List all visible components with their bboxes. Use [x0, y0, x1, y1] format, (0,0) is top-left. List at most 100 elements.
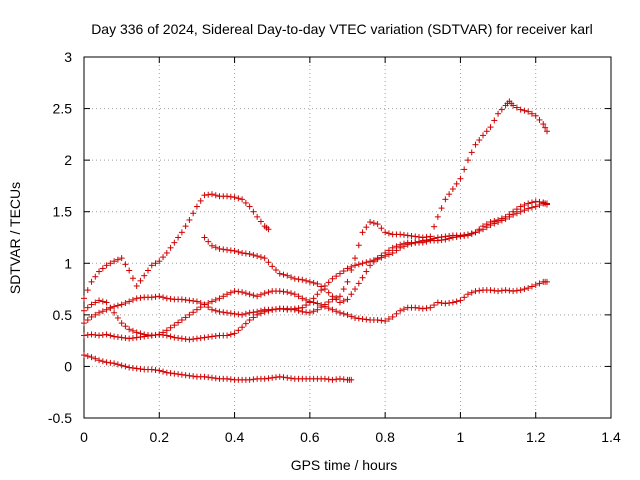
data-point [333, 308, 340, 315]
data-point [118, 362, 125, 369]
data-point [419, 239, 426, 246]
chart-title: Day 336 of 2024, Sidereal Day-to-day VTE… [91, 21, 593, 37]
data-point [446, 235, 453, 242]
data-point [224, 246, 231, 253]
data-point [472, 288, 479, 295]
data-point [111, 309, 118, 316]
data-point [340, 376, 347, 383]
data-point [495, 110, 502, 117]
data-point [118, 334, 125, 341]
data-point [269, 374, 276, 381]
data-point [284, 305, 291, 312]
data-point [129, 327, 136, 334]
data-point [340, 310, 347, 317]
data-point [224, 193, 231, 200]
data-point [84, 304, 91, 311]
data-point [175, 319, 182, 326]
y-tick-label: 3 [64, 49, 72, 65]
data-point [220, 309, 227, 316]
data-point [160, 294, 167, 301]
series-sat-d [81, 98, 551, 343]
data-point [472, 229, 479, 236]
data-point [96, 268, 103, 275]
data-point [318, 304, 325, 311]
data-point [510, 102, 517, 109]
x-tick-label: 0 [80, 429, 88, 445]
data-point [242, 250, 249, 257]
data-point [257, 310, 264, 317]
data-point [303, 296, 310, 303]
data-point [208, 298, 215, 305]
data-point [269, 263, 276, 270]
data-point [510, 208, 517, 215]
data-point [446, 299, 453, 306]
data-point [163, 332, 170, 339]
data-point [506, 211, 513, 218]
data-point [88, 278, 95, 285]
data-point [235, 288, 242, 295]
data-point [378, 225, 385, 232]
data-point [182, 372, 189, 379]
data-point [160, 368, 167, 375]
data-point [434, 213, 441, 220]
data-point [231, 194, 238, 201]
data-point [325, 376, 332, 383]
data-point [212, 307, 219, 314]
data-point [257, 218, 264, 225]
data-point [88, 301, 95, 308]
data-point [352, 314, 359, 321]
data-point [163, 249, 170, 256]
data-point [231, 310, 238, 317]
data-point [186, 311, 193, 318]
data-point [235, 195, 242, 202]
data-point [374, 255, 381, 262]
data-point [521, 202, 528, 209]
y-tick-label: 2 [64, 152, 72, 168]
data-point [517, 106, 524, 113]
data-point [502, 287, 509, 294]
data-point [148, 366, 155, 373]
data-point [525, 200, 532, 207]
data-point [99, 358, 106, 365]
data-point [261, 308, 268, 315]
data-point [359, 229, 366, 236]
data-point [306, 309, 313, 316]
data-point [438, 237, 445, 244]
data-point [133, 329, 140, 336]
series-sat-a [81, 191, 272, 302]
data-point [476, 137, 483, 144]
data-point [122, 261, 129, 268]
data-point [468, 289, 475, 296]
data-point [340, 268, 347, 275]
data-point [370, 258, 377, 265]
y-tick-label: 0 [64, 358, 72, 374]
data-point [84, 317, 91, 324]
data-point [208, 306, 215, 313]
data-point [152, 260, 159, 267]
data-point [325, 279, 332, 286]
data-point [265, 375, 272, 382]
data-point [250, 208, 257, 215]
data-point [107, 260, 114, 267]
data-point [88, 354, 95, 361]
data-point [310, 295, 317, 302]
data-point [269, 306, 276, 313]
data-point [272, 374, 279, 381]
data-point [111, 333, 118, 340]
data-point [288, 290, 295, 297]
data-point [370, 220, 377, 227]
data-point [118, 255, 125, 262]
data-point [442, 300, 449, 307]
data-point [152, 293, 159, 300]
data-point [182, 314, 189, 321]
data-point [314, 291, 321, 298]
data-point [235, 327, 242, 334]
data-point [92, 355, 99, 362]
data-point [186, 216, 193, 223]
data-points [81, 98, 551, 383]
data-point [355, 315, 362, 322]
data-point [118, 301, 125, 308]
x-tick-label: 0.2 [150, 429, 170, 445]
data-point [257, 291, 264, 298]
data-point [163, 369, 170, 376]
